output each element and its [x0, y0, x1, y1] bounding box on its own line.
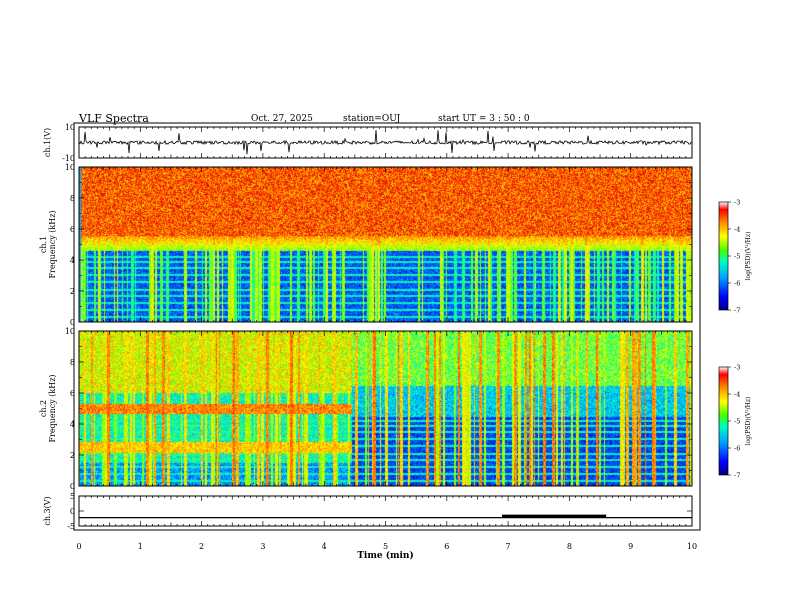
ch2-colorbar-tick-label: -6 — [734, 445, 740, 453]
ch1-freq-tick-label: 4 — [70, 256, 75, 265]
station-label: station=OUJ — [343, 114, 401, 124]
ch2-colorbar-tick-label: -5 — [734, 418, 740, 426]
ch2-freq-tick-label: 6 — [70, 389, 75, 398]
ch3-y-axis-title: ch.3(V) — [43, 496, 52, 525]
ch2-freq-tick-label: 0 — [70, 482, 75, 491]
ch1-waveform-series — [78, 130, 692, 155]
x-axis-title: Time (min) — [357, 550, 414, 561]
ch1-y-tick-label: -10 — [62, 154, 75, 163]
ch2-colorbar-tick-label: -4 — [734, 391, 740, 399]
ch2-colorbar-tick-label: -7 — [734, 472, 740, 480]
ch1-freq-tick-label: 8 — [70, 194, 75, 203]
ch2-colorbar-tick-label: -3 — [734, 364, 740, 372]
x-tick-label: 2 — [199, 542, 204, 551]
ch2-freq-tick-label: 8 — [70, 358, 75, 367]
ch2-spectrogram-image — [79, 331, 692, 486]
ch3-y-tick-label: 0 — [70, 507, 75, 516]
chart-title: VLF Spectra — [79, 112, 149, 125]
ch1-colorbar-tick-label: -7 — [734, 307, 740, 315]
x-tick-label: 9 — [628, 542, 633, 551]
ch1-colorbar-tick-label: -6 — [734, 280, 740, 288]
start-time-label: start UT = 3 : 50 : 0 — [438, 114, 530, 124]
ch3-y-tick-label: 5 — [70, 492, 75, 501]
ch1-y-axis-title: ch.1(V) — [43, 128, 52, 157]
ch2-colorbar-bar — [718, 366, 729, 476]
ch1-freq-tick-label: 0 — [70, 318, 75, 327]
ch1-spectrogram-image — [79, 167, 692, 322]
x-tick-label: 10 — [687, 542, 697, 551]
ch1-colorbar-title: log(PSD)(V²/Hz) — [745, 232, 752, 281]
ch1-freq-tick-label: 2 — [70, 287, 75, 296]
ch1-spectrogram-axis-title: Frequency (kHz) — [48, 210, 57, 278]
x-tick-label: 7 — [506, 542, 511, 551]
ch1-colorbar-bar — [718, 201, 729, 311]
ch2-spectrogram-axis-title: Frequency (kHz) — [48, 374, 57, 442]
ch2-freq-tick-label: 10 — [65, 327, 75, 336]
ch2-spectrogram-label: ch.2 — [39, 400, 48, 417]
ch2-freq-tick-label: 4 — [70, 420, 75, 429]
x-tick-label: 8 — [567, 542, 572, 551]
x-tick-label: 5 — [383, 542, 388, 551]
ch1-colorbar-tick-label: -3 — [734, 199, 740, 207]
ch1-spectrogram-label: ch.1 — [39, 236, 48, 253]
x-tick-label: 3 — [260, 542, 265, 551]
ch1-freq-tick-label: 10 — [65, 163, 75, 172]
ch1-colorbar-tick-label: -5 — [734, 253, 740, 261]
ch1-colorbar-tick-label: -4 — [734, 226, 740, 234]
figure-frame — [73, 122, 701, 531]
ch3-y-tick-label: -5 — [67, 522, 75, 531]
date-label: Oct. 27, 2025 — [251, 114, 313, 124]
ch2-colorbar-title: log(PSD)(V²/Hz) — [745, 397, 752, 446]
ch2-freq-tick-label: 2 — [70, 451, 75, 460]
ch1-y-tick-label: 10 — [65, 123, 75, 132]
x-tick-label: 4 — [322, 542, 327, 551]
ch1-freq-tick-label: 6 — [70, 225, 75, 234]
x-tick-label: 1 — [138, 542, 143, 551]
x-tick-label: 6 — [444, 542, 449, 551]
x-tick-label: 0 — [76, 542, 81, 551]
